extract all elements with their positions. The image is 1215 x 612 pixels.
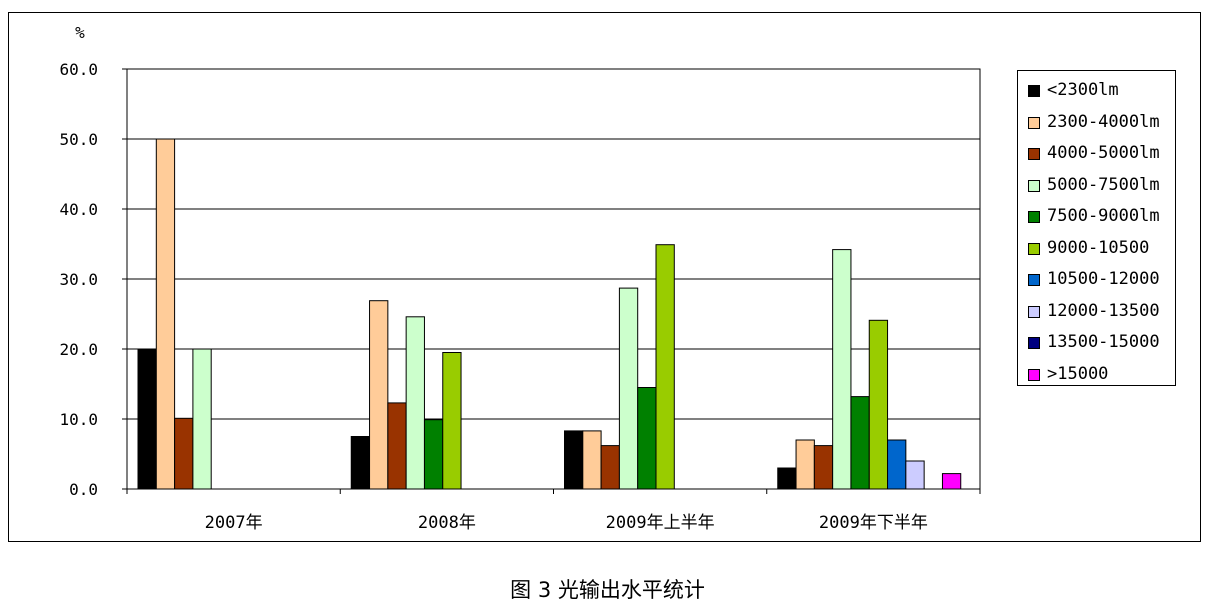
bar [564,430,584,490]
y-tick-label: 50.0 [59,130,98,149]
y-tick-label: 30.0 [59,270,98,289]
legend-label: 13500-15000 [1047,332,1160,352]
legend-swatch [1028,242,1040,255]
y-tick-label: 20.0 [59,340,98,359]
legend-item: <2300lm [1018,77,1175,109]
legend-item: 13500-15000 [1018,329,1175,361]
bar [369,300,389,490]
bar [442,352,462,490]
legend-swatch [1028,148,1040,160]
x-category-label: 2009年上半年 [606,513,715,533]
bar [813,445,834,490]
bar [192,348,212,490]
y-tick-label: 10.0 [59,410,98,429]
x-category-label: 2009年下半年 [819,513,928,533]
legend-label: 12000-13500 [1047,300,1160,321]
legend-item: 12000-13500 [1018,298,1175,330]
legend-label: 10500-12000 [1047,269,1160,289]
bar [387,402,407,490]
y-tick-label: 40.0 [59,200,98,219]
bar [600,445,620,490]
x-category-label: 2007年 [205,513,263,533]
chart-frame [8,12,1201,542]
legend-label: 9000-10500 [1047,237,1150,258]
bar [777,467,797,490]
legend-swatch [1028,179,1040,192]
bar [423,419,444,490]
bar [868,319,889,490]
bar [832,249,852,490]
y-tick-label: 60.0 [59,60,98,79]
bar [850,396,870,490]
bar [905,460,925,490]
legend-label: 7500-9000lm [1047,206,1160,226]
legend-swatch [1028,274,1040,286]
bar [350,436,371,490]
legend-label: 2300-4000lm [1047,111,1160,132]
legend-label: 5000-7500lm [1047,174,1160,195]
legend-swatch [1028,116,1040,129]
bar [941,473,962,490]
bar [405,316,425,490]
legend-swatch [1028,85,1040,97]
bar [618,287,639,490]
legend-item: 10500-12000 [1018,266,1175,298]
legend-item: 4000-5000lm [1018,140,1175,172]
bar [887,439,907,490]
legend-item: 5000-7500lm [1018,172,1175,204]
legend-swatch [1028,305,1040,318]
bar [155,138,176,490]
figure-caption: 图 3 光输出水平统计 [510,578,705,602]
legend-item: 9000-10500 [1018,235,1175,267]
y-tick-label: 0.0 [69,480,98,499]
legend: <2300lm 2300-4000lm 4000-5000lm 5000-7500lm… [1017,70,1176,386]
bar-chart: 60.0 50.0 40.0 30.0 20.0 10.0 0.0% 2007年 2008年 20… [59,23,981,533]
legend-label: >15000 [1047,363,1109,384]
legend-label: <2300lm [1047,80,1119,100]
legend-item: 7500-9000lm [1018,203,1175,235]
bar [137,348,157,490]
legend-label: 4000-5000lm [1047,143,1160,163]
legend-swatch [1028,211,1040,223]
legend-swatch [1028,337,1040,349]
legend-item: 2300-4000lm [1018,109,1175,141]
y-axis-label: % [75,23,85,42]
bar [795,439,815,490]
bar [637,387,657,490]
legend-item: >15000 [1018,361,1175,393]
x-category-label: 2008年 [418,513,476,533]
bar [655,244,675,490]
bar [174,417,194,490]
legend-swatch [1028,368,1040,381]
bar [582,430,602,490]
